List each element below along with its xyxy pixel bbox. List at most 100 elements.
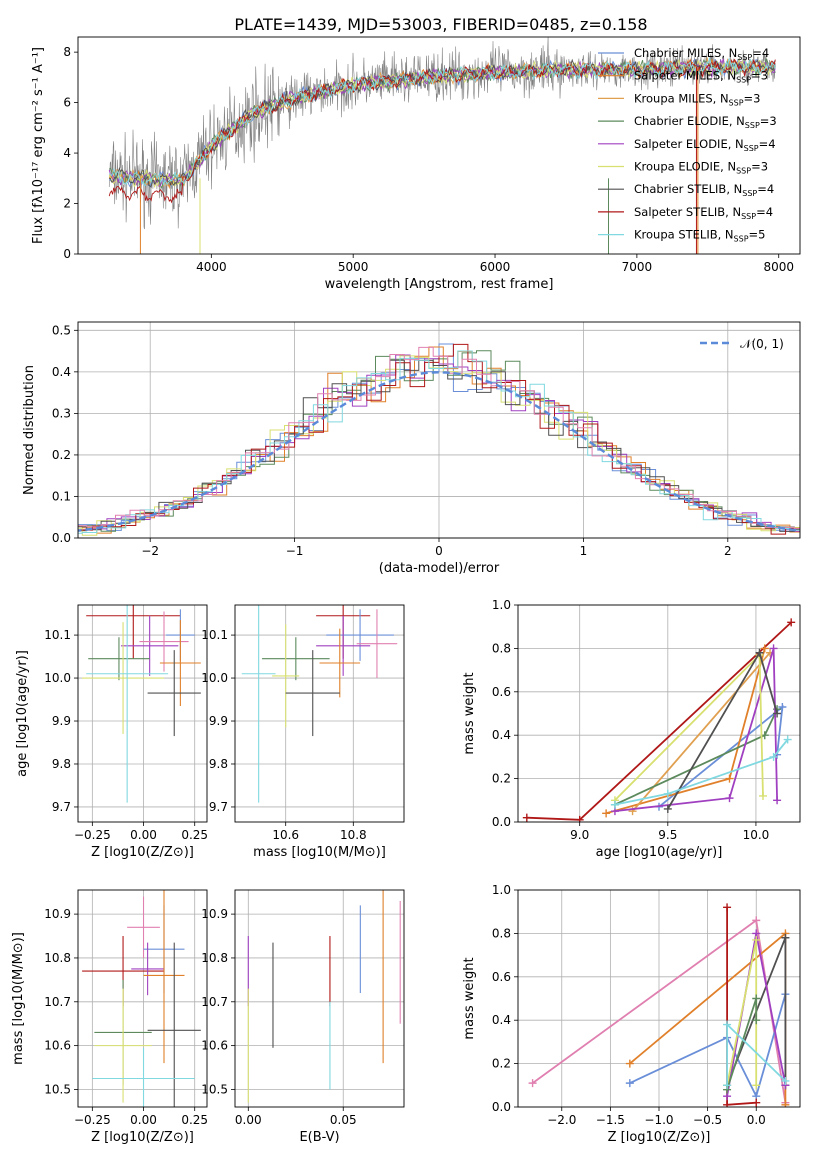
weight-line — [614, 648, 778, 812]
x-tick-label: 5000 — [338, 260, 369, 274]
y-tick-label: 0.2 — [52, 448, 71, 462]
legend-label: Kroupa MILES, NSSP=3 — [634, 91, 760, 107]
point-marker — [752, 1081, 761, 1090]
x-axis-label: age [log10(age/yr)] — [596, 845, 723, 860]
x-tick-label: −2.0 — [547, 1113, 576, 1127]
y-tick-label: 9.7 — [209, 800, 228, 814]
x-tick-label: 0.00 — [130, 1113, 157, 1127]
histogram-step — [78, 346, 800, 530]
y-tick-label: 0.4 — [492, 1013, 511, 1027]
y-tick-label: 0.3 — [52, 406, 71, 420]
error-bars — [241, 605, 398, 803]
point-marker — [723, 1081, 732, 1090]
plot-frame — [234, 604, 405, 823]
x-tick-label: 0 — [435, 544, 443, 558]
x-tick-label: 0.25 — [181, 1113, 208, 1127]
y-tick-label: 0.1 — [52, 489, 71, 503]
y-tick-label: 10.1 — [201, 628, 228, 642]
y-tick-label: 0.2 — [492, 772, 511, 786]
legend-label: Kroupa STELIB, NSSP=5 — [634, 228, 765, 244]
point-marker — [773, 796, 782, 805]
y-tick-label: 10.8 — [201, 951, 228, 965]
figure-title: PLATE=1439, MJD=53003, FIBERID=0485, z=0… — [234, 15, 647, 34]
point-marker — [663, 789, 672, 798]
x-tick-label: 0.00 — [130, 828, 157, 842]
y-tick-label: 0.0 — [52, 531, 71, 545]
histogram-step — [78, 350, 800, 534]
legend-label: Chabrier STELIB, NSSP=4 — [634, 182, 774, 198]
x-tick-label: −0.5 — [693, 1113, 722, 1127]
spectrum-panel: 4000 5000 6000 7000 8000 0 2 4 6 8 wavelength [Ang… — [31, 36, 801, 292]
legend-label: 𝒩(0, 1) — [740, 337, 784, 351]
x-tick-label: 8000 — [763, 260, 794, 274]
point-marker — [783, 735, 792, 744]
y-tick-label: 0.4 — [52, 365, 71, 379]
y-axis-label: mass weight — [462, 672, 477, 754]
legend-label: Chabrier ELODIE, NSSP=3 — [634, 114, 777, 130]
y-tick-label: 0.5 — [52, 323, 71, 337]
point-marker — [781, 1100, 790, 1107]
point-marker — [528, 1079, 537, 1088]
point-marker — [725, 794, 734, 803]
x-tick-label: 9.5 — [658, 828, 677, 842]
point-marker — [758, 791, 767, 800]
plot-frame — [77, 321, 801, 539]
y-tick-label: 10.9 — [44, 907, 71, 921]
histogram-panel: −2 −1 0 1 2 0.0 0.1 0.2 0.3 0.4 0.5 (data-model)/er… — [22, 321, 801, 576]
point-marker — [787, 618, 796, 627]
plot-frame — [77, 604, 208, 823]
y-tick-label: 10.9 — [201, 907, 228, 921]
y-tick-label: 6 — [63, 96, 71, 110]
y-tick-label: 10.7 — [44, 995, 71, 1009]
y-tick-label: 0 — [63, 247, 71, 261]
x-tick-label: 4000 — [196, 260, 227, 274]
x-axis-label: Z [log10(Z/Z⊙)] — [608, 1130, 711, 1145]
x-axis-label: Z [log10(Z/Z⊙)] — [91, 1130, 194, 1145]
x-tick-label: 0.00 — [235, 1113, 262, 1127]
x-tick-label: 10.8 — [340, 828, 367, 842]
spectrum-legend: Chabrier MILES, NSSP=4 Salpeter MILES, NS… — [598, 46, 777, 244]
histogram-step — [78, 359, 800, 532]
point-marker — [752, 916, 761, 925]
x-axis-label: Z [log10(Z/Z⊙)] — [91, 845, 194, 860]
weight-line — [614, 738, 789, 806]
x-tick-label: −2 — [141, 544, 159, 558]
weight-vs-age-panel: 9.0 9.5 10.0 0.0 0.2 0.4 0.6 0.8 1.0 age [log10(a… — [462, 598, 801, 860]
x-tick-label: 7000 — [622, 260, 653, 274]
age-vs-mass-panel: 10.6 10.8 9.7 9.8 9.9 10.0 10.1 mass [log10(M/M… — [201, 604, 405, 860]
normal-curve — [78, 371, 800, 532]
y-tick-label: 10.5 — [44, 1082, 71, 1096]
point-marker — [575, 815, 584, 822]
x-tick-label: −1.5 — [596, 1113, 625, 1127]
weight-vs-Z-panel: −2.0 −1.5 −1.0 −0.5 0.0 0.0 0.2 0.4 0.6 0.8 1.0 Z [… — [462, 883, 801, 1145]
y-tick-label: 10.8 — [44, 951, 71, 965]
y-tick-label: 0.0 — [492, 1100, 511, 1114]
y-axis-label: Flux [fλ10⁻¹⁷ erg cm⁻² s⁻¹ A⁻¹] — [31, 47, 46, 244]
y-tick-label: 10.6 — [44, 1039, 71, 1053]
error-bars — [82, 890, 201, 1107]
weight-line — [614, 708, 778, 806]
weight-lines — [522, 618, 796, 822]
legend-label: Salpeter STELIB, NSSP=4 — [634, 205, 773, 221]
point-marker — [752, 1098, 761, 1107]
point-marker — [725, 774, 734, 783]
x-tick-label: 0.0 — [747, 1113, 766, 1127]
x-tick-label: −1.0 — [644, 1113, 673, 1127]
x-tick-label: −0.25 — [74, 1113, 111, 1127]
y-axis-label: Normed distribution — [22, 365, 37, 495]
legend-label: Salpeter MILES, NSSP=3 — [634, 69, 768, 85]
y-tick-label: 9.8 — [209, 757, 228, 771]
point-marker — [769, 752, 778, 761]
y-axis-label: age [log10(age/yr)] — [15, 650, 30, 777]
mass-vs-EBV-panel: 0.00 0.05 10.5 10.6 10.7 10.8 10.9 E(B-V) — [201, 889, 405, 1145]
plot-frame — [77, 36, 801, 255]
model-line — [109, 57, 776, 187]
point-marker — [752, 935, 761, 944]
weight-lines — [528, 903, 790, 1107]
x-tick-label: 6000 — [480, 260, 511, 274]
x-tick-label: 0.05 — [330, 1113, 357, 1127]
age-vs-Z-panel: −0.25 0.00 0.25 9.7 9.8 9.9 10.0 10.1 Z [log10(Z… — [15, 604, 208, 860]
point-marker — [755, 648, 764, 657]
y-tick-label: 9.7 — [52, 800, 71, 814]
